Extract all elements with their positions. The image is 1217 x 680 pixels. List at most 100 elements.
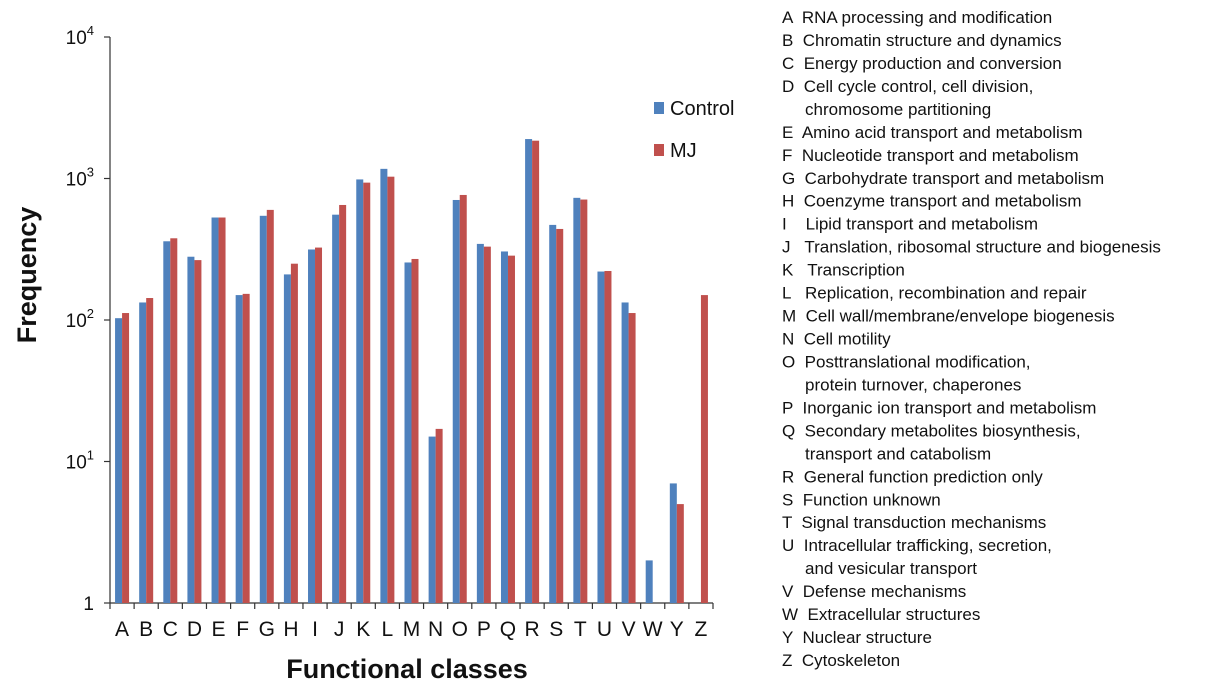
bar-mj-v <box>628 313 636 603</box>
x-category-label: F <box>236 618 249 641</box>
x-category-label: L <box>382 618 394 641</box>
key-entry-k: K Transcription <box>782 261 905 280</box>
key-entry-u: and vesicular transport <box>805 559 977 578</box>
bar-mj-g <box>266 209 274 603</box>
legend-swatch-control <box>654 102 664 114</box>
key-entry-b: B Chromatin structure and dynamics <box>782 31 1062 50</box>
x-category-label: H <box>283 618 298 641</box>
key-entry-u: U Intracellular trafficking, secretion, <box>782 536 1052 555</box>
key-entry-p: P Inorganic ion transport and metabolism <box>782 398 1096 417</box>
key-entry-q: Q Secondary metabolites biosynthesis, <box>782 421 1081 440</box>
bar-control-d <box>187 256 195 603</box>
key-entry-f: F Nucleotide transport and metabolism <box>782 146 1079 165</box>
y-tick-label: 101 <box>66 448 94 474</box>
key-entry-a: A RNA processing and modification <box>782 8 1052 27</box>
key-entry-o: O Posttranslational modification, <box>782 352 1031 371</box>
bar-mj-l <box>387 176 395 603</box>
bar-mj-r <box>532 140 540 604</box>
x-category-label: C <box>163 618 178 641</box>
x-category-label: U <box>597 618 612 641</box>
y-tick-label: 104 <box>66 23 94 49</box>
x-category-label: I <box>312 618 318 641</box>
legend-label-mj: MJ <box>670 140 697 162</box>
bar-control-e <box>211 217 219 604</box>
bar-mj-z <box>700 295 708 603</box>
x-category-label: P <box>477 618 491 641</box>
key-entry-e: E Amino acid transport and metabolism <box>782 123 1082 142</box>
bar-control-r <box>525 139 533 603</box>
x-category-label: O <box>452 618 468 641</box>
bar-control-b <box>139 302 147 603</box>
key-entry-z: Z Cytoskeleton <box>782 651 900 670</box>
key-entry-y: Y Nuclear structure <box>782 628 932 647</box>
legend: Control MJ <box>654 98 734 162</box>
x-category-label: Y <box>670 618 684 641</box>
x-category-label: G <box>259 618 275 641</box>
x-category-label: S <box>549 618 563 641</box>
bar-mj-o <box>459 194 467 603</box>
key-entry-w: W Extracellular structures <box>782 605 980 624</box>
bar-control-u <box>597 271 605 603</box>
bar-mj-t <box>580 199 588 603</box>
bar-mj-j <box>339 204 347 603</box>
key-entry-l: L Replication, recombination and repair <box>782 284 1087 303</box>
bar-control-s <box>549 224 557 604</box>
bar-control-o <box>452 199 460 603</box>
key-entry-g: G Carbohydrate transport and metabolism <box>782 169 1104 188</box>
key-entry-n: N Cell motility <box>782 330 891 349</box>
bar-mj-n <box>435 428 443 603</box>
y-tick-label: 103 <box>66 165 94 191</box>
y-axis-title: Frequency <box>12 207 42 344</box>
bar-control-p <box>476 243 484 603</box>
key-entry-v: V Defense mechanisms <box>782 582 966 601</box>
key-entry-c: C Energy production and conversion <box>782 54 1062 73</box>
y-tick-label: 102 <box>66 306 94 332</box>
bar-mj-a <box>122 313 130 603</box>
bar-mj-c <box>170 238 178 603</box>
x-category-label: T <box>574 618 587 641</box>
legend-swatch-mj <box>654 144 664 156</box>
x-category-label: R <box>525 618 540 641</box>
bar-control-c <box>163 241 171 603</box>
bar-mj-e <box>218 217 226 604</box>
x-category-label: Q <box>500 618 516 641</box>
x-category-label: Z <box>695 618 708 641</box>
bar-mj-q <box>507 255 515 603</box>
bar-mj-u <box>604 270 612 603</box>
bar-mj-i <box>315 247 323 603</box>
bar-control-t <box>573 197 581 603</box>
category-key: A RNA processing and modification B Chrom… <box>782 8 1161 670</box>
x-category-label: V <box>622 618 636 641</box>
x-category-label: E <box>212 618 226 641</box>
bar-control-f <box>235 295 243 603</box>
bar-mj-b <box>146 298 154 603</box>
bar-control-j <box>332 214 340 603</box>
bar-control-n <box>428 436 436 603</box>
bar-mj-s <box>556 228 564 603</box>
bar-mj-k <box>363 182 371 603</box>
bar-control-a <box>115 318 123 603</box>
bar-control-h <box>283 274 291 603</box>
key-entry-r: R General function prediction only <box>782 467 1043 486</box>
bar-mj-d <box>194 260 202 603</box>
key-entry-h: H Coenzyme transport and metabolism <box>782 192 1082 211</box>
x-category-label: B <box>139 618 153 641</box>
x-category-label: D <box>187 618 202 641</box>
bar-control-y <box>669 483 677 603</box>
bar-mj-m <box>411 258 419 603</box>
bar-mj-p <box>483 246 491 603</box>
key-entry-d: D Cell cycle control, cell division, <box>782 77 1033 96</box>
x-category-label: N <box>428 618 443 641</box>
key-entry-q: transport and catabolism <box>805 444 991 463</box>
x-ticks <box>109 603 714 609</box>
bar-mj-f <box>242 293 250 603</box>
bar-control-m <box>404 262 412 603</box>
x-category-label: W <box>643 618 663 641</box>
key-entry-j: J Translation, ribosomal structure and b… <box>782 238 1161 257</box>
bar-control-w <box>645 560 653 603</box>
bar-mj-y <box>676 504 684 603</box>
bar-control-i <box>308 249 316 603</box>
